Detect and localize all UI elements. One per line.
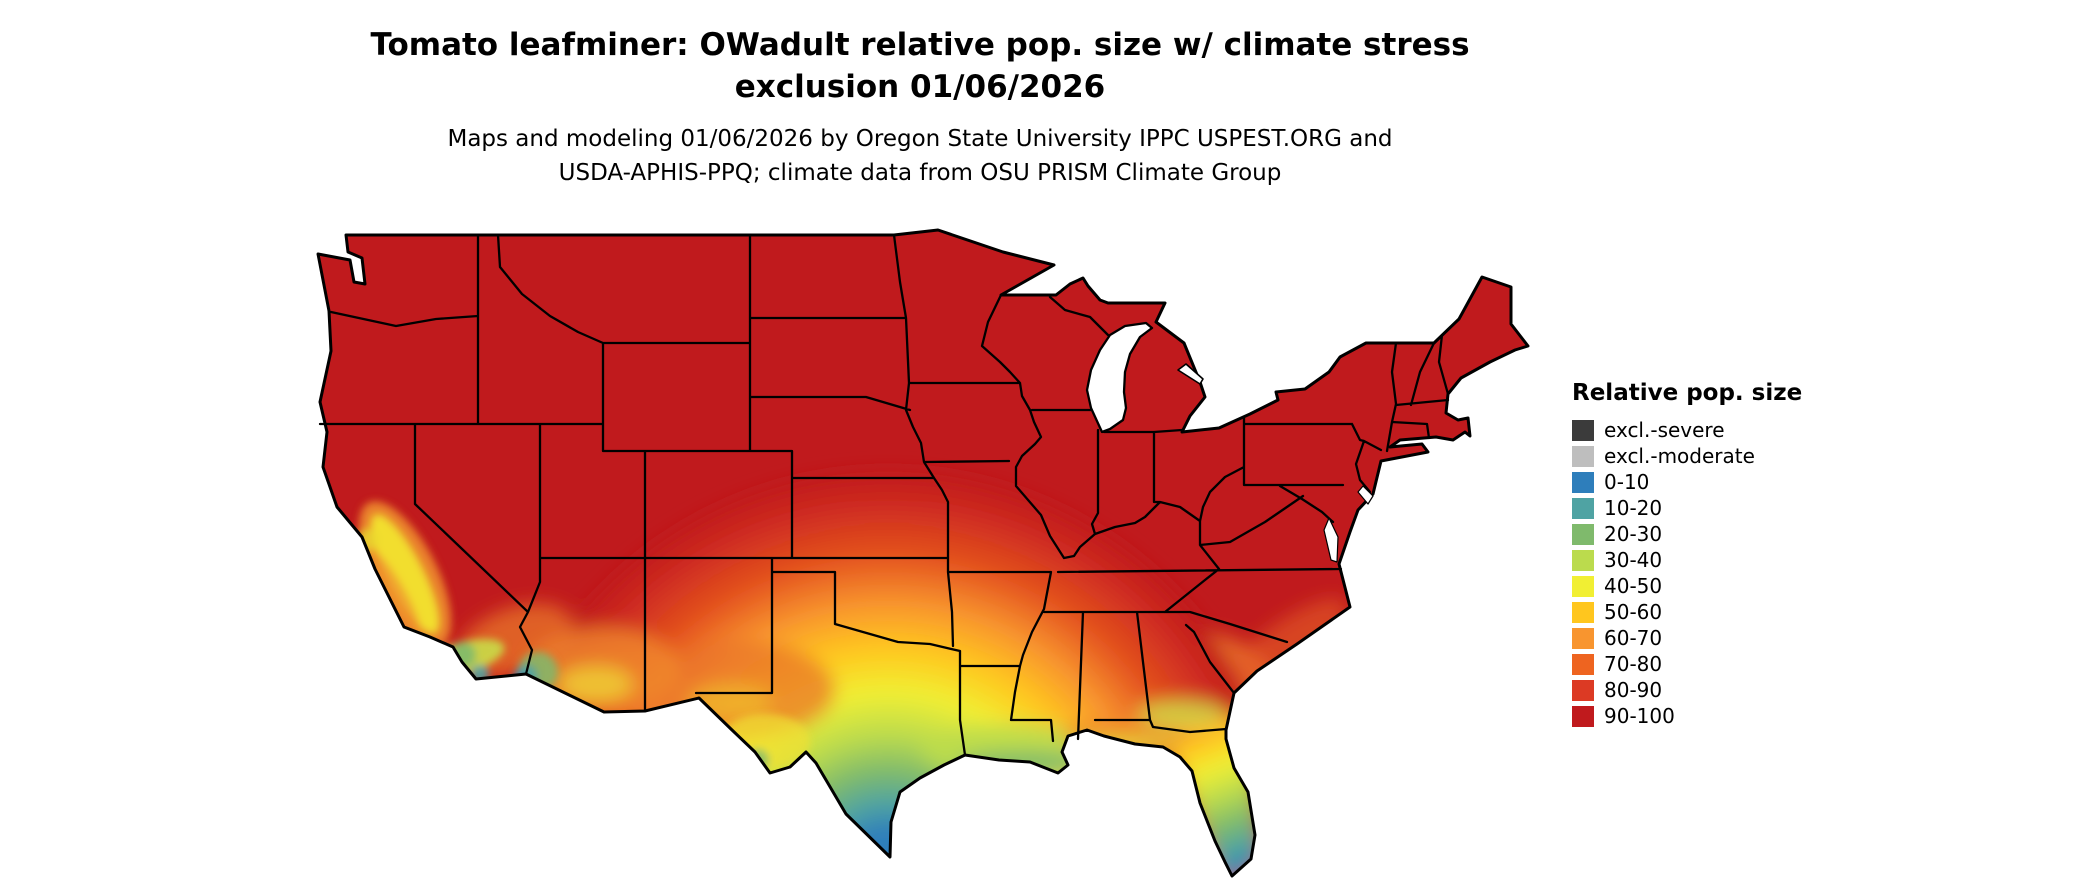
map-raster-layers bbox=[318, 230, 1528, 876]
legend-item: 60-70 bbox=[1572, 628, 1812, 649]
map-subtitle-line1: Maps and modeling 01/06/2026 by Oregon S… bbox=[447, 126, 1393, 152]
legend: Relative pop. size excl.-severe excl.-mod… bbox=[1572, 380, 1812, 732]
legend-item: 0-10 bbox=[1572, 472, 1812, 493]
legend-swatch bbox=[1572, 654, 1594, 675]
delaware-bay bbox=[1357, 485, 1374, 505]
map-title: Tomato leafminer: OWadult relative pop. … bbox=[330, 24, 1510, 108]
legend-item: excl.-severe bbox=[1572, 420, 1812, 441]
legend-swatch bbox=[1572, 472, 1594, 493]
legend-label: 70-80 bbox=[1604, 652, 1663, 676]
legend-swatch bbox=[1572, 680, 1594, 701]
saginaw-bay bbox=[1177, 363, 1204, 385]
map-title-line2: exclusion 01/06/2026 bbox=[734, 69, 1106, 105]
legend-swatch bbox=[1572, 628, 1594, 649]
legend-swatch bbox=[1572, 602, 1594, 623]
legend-swatch bbox=[1572, 706, 1594, 727]
map-title-line1: Tomato leafminer: OWadult relative pop. … bbox=[370, 27, 1470, 63]
legend-item: excl.-moderate bbox=[1572, 446, 1812, 467]
legend-label: excl.-severe bbox=[1604, 418, 1725, 442]
state-borders bbox=[318, 233, 1450, 757]
legend-label: 60-70 bbox=[1604, 626, 1663, 650]
legend-item: 70-80 bbox=[1572, 654, 1812, 675]
legend-label: 0-10 bbox=[1604, 470, 1650, 494]
legend-swatch bbox=[1572, 524, 1594, 545]
legend-swatch bbox=[1572, 576, 1594, 597]
legend-label: excl.-moderate bbox=[1604, 444, 1755, 468]
us-outline bbox=[316, 228, 1530, 878]
chesapeake-bay bbox=[1323, 517, 1339, 563]
legend-label: 10-20 bbox=[1604, 496, 1663, 520]
legend-label: 30-40 bbox=[1604, 548, 1663, 572]
legend-item: 10-20 bbox=[1572, 498, 1812, 519]
legend-item: 80-90 bbox=[1572, 680, 1812, 701]
legend-label: 80-90 bbox=[1604, 678, 1663, 702]
us-map bbox=[316, 228, 1530, 878]
us-map-container bbox=[310, 222, 1530, 882]
legend-swatch bbox=[1572, 498, 1594, 519]
legend-swatch bbox=[1572, 550, 1594, 571]
legend-item: 20-30 bbox=[1572, 524, 1812, 545]
legend-label: 40-50 bbox=[1604, 574, 1663, 598]
legend-item: 40-50 bbox=[1572, 576, 1812, 597]
legend-item: 30-40 bbox=[1572, 550, 1812, 571]
legend-swatch bbox=[1572, 420, 1594, 441]
legend-label: 20-30 bbox=[1604, 522, 1663, 546]
map-subtitle: Maps and modeling 01/06/2026 by Oregon S… bbox=[330, 122, 1510, 190]
legend-item: 50-60 bbox=[1572, 602, 1812, 623]
lake-michigan bbox=[1085, 321, 1154, 434]
legend-title: Relative pop. size bbox=[1572, 380, 1803, 406]
legend-label: 90-100 bbox=[1604, 704, 1675, 728]
legend-label: 50-60 bbox=[1604, 600, 1663, 624]
legend-item: 90-100 bbox=[1572, 706, 1812, 727]
map-subtitle-line2: USDA-APHIS-PPQ; climate data from OSU PR… bbox=[558, 160, 1282, 186]
legend-items: excl.-severe excl.-moderate 0-10 10-20 20-30… bbox=[1572, 420, 1812, 727]
legend-swatch bbox=[1572, 446, 1594, 467]
